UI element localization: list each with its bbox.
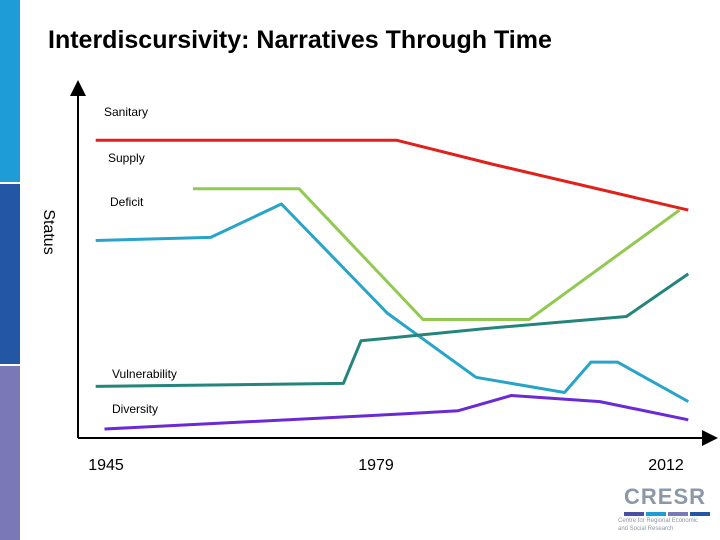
cresr-logo: CRESR Centre for Regional Economic and S…: [614, 484, 714, 538]
series-line-supply: [193, 187, 681, 321]
logo-text: CRESR: [624, 484, 707, 509]
logo-bar: [690, 512, 710, 516]
side-bar-middle: [0, 184, 20, 364]
series-line-sanitary: [95, 138, 689, 212]
slide-title: Interdiscursivity: Narratives Through Ti…: [48, 26, 552, 54]
series-line-deficit: [95, 202, 690, 403]
series-line-vulnerability: [95, 272, 690, 388]
series-label-diversity: Diversity: [112, 402, 158, 416]
series-label-sanitary: Sanitary: [104, 105, 148, 119]
side-bar-bottom: [0, 366, 20, 540]
x-tick-label: 1945: [88, 457, 124, 474]
logo-subtitle-line-1: Centre for Regional Economic: [618, 518, 699, 524]
logo-bar: [668, 512, 688, 516]
x-tick-label: 1979: [358, 457, 394, 474]
side-bar-top: [0, 0, 20, 182]
series-label-supply: Supply: [108, 151, 145, 165]
logo-bar: [624, 512, 644, 516]
series-line-diversity: [104, 394, 689, 431]
logo-subtitle-line-2: and Social Research: [618, 526, 674, 532]
series-label-vulnerability: Vulnerability: [112, 367, 177, 381]
logo-bar: [646, 512, 666, 516]
x-tick-label: 2012: [648, 457, 684, 474]
y-axis-label: Status: [40, 209, 57, 254]
series-label-deficit: Deficit: [110, 195, 144, 209]
